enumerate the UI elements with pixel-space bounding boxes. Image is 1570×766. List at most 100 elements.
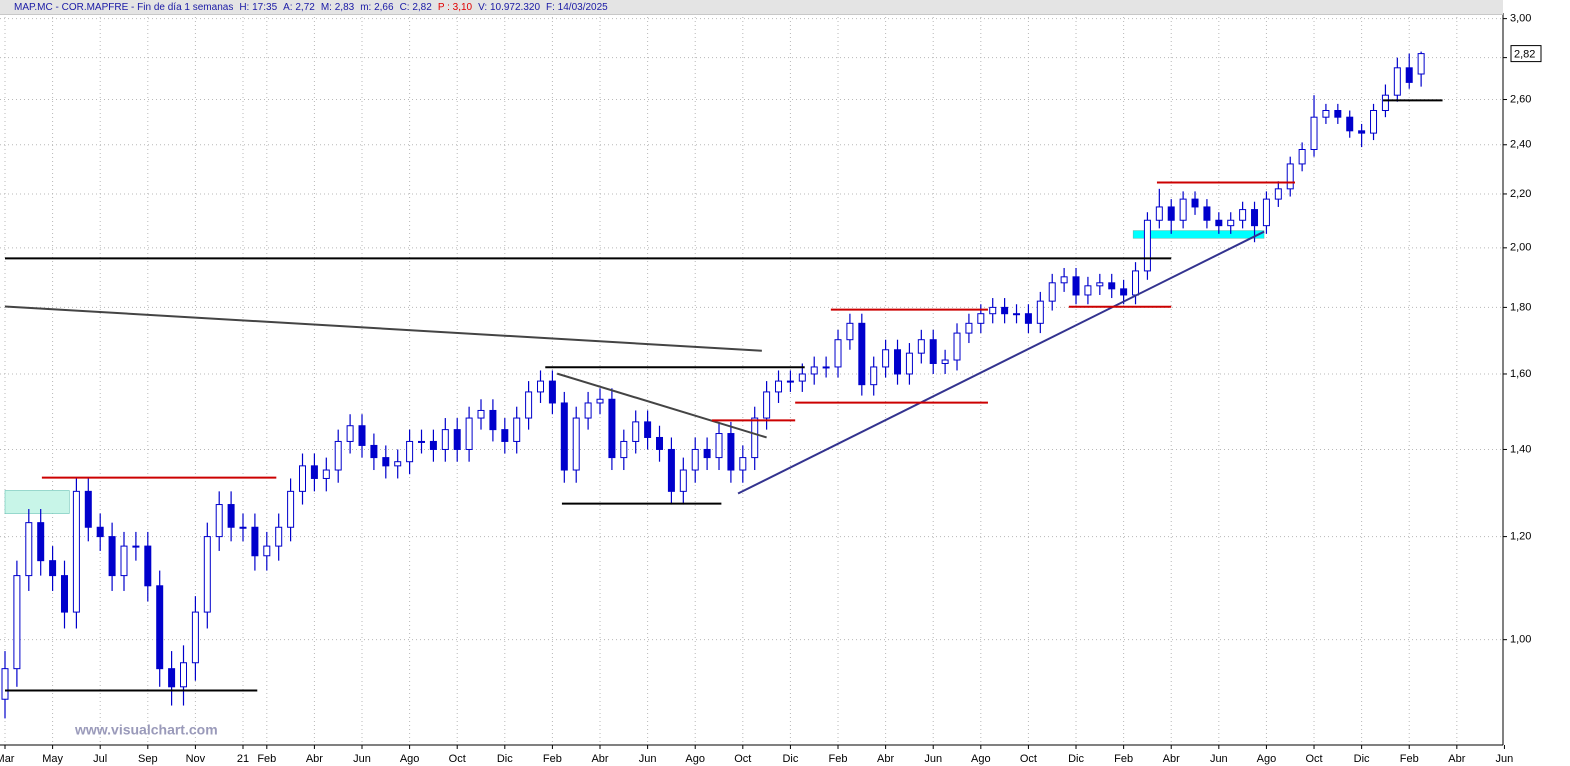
candle-body [810, 366, 818, 375]
candle-body [1405, 67, 1413, 83]
x-tick-label: Oct [1020, 753, 1037, 765]
candle-body [667, 448, 675, 492]
x-tick-label: Oct [734, 753, 751, 765]
candle-body [1251, 209, 1259, 227]
trend-line [4, 305, 762, 352]
x-tick-label: Ago [400, 753, 420, 765]
y-tick-label: 1,00 [1510, 634, 1531, 646]
y-tick-label: 1,80 [1510, 301, 1531, 313]
candle-body [525, 391, 533, 419]
x-tick-label: Abr [877, 753, 894, 765]
candle-body [1132, 270, 1140, 296]
candle-body [13, 575, 21, 670]
candle-body [953, 332, 961, 361]
candle-body [37, 522, 45, 562]
candle-body [322, 469, 330, 479]
header-item: F: 14/03/2025 [546, 2, 608, 13]
candle-body [608, 398, 616, 459]
x-tick-label: Abr [306, 753, 323, 765]
x-tick-label: Abr [1163, 753, 1180, 765]
candle-body [275, 526, 283, 547]
candle-body [203, 536, 211, 613]
candle-body [227, 504, 235, 528]
x-tick-label: Oct [1305, 753, 1322, 765]
candle-body [1322, 109, 1330, 118]
candle-body [632, 421, 640, 442]
candle-body [775, 380, 783, 393]
watermark: www.visualchart.com [74, 722, 218, 738]
x-tick-label: Feb [543, 753, 562, 765]
candle-body [489, 409, 497, 431]
x-tick-label: Abr [591, 753, 608, 765]
candle-body [1370, 109, 1378, 134]
x-tick-label: 21 [237, 753, 249, 765]
candle-body [644, 421, 652, 438]
candle-body [263, 545, 271, 557]
candle-body [905, 352, 913, 375]
candle-body [1286, 163, 1294, 190]
candle-body [239, 526, 247, 529]
candle-body [882, 349, 890, 368]
x-tick-label: Nov [186, 753, 206, 765]
candle-body [1036, 300, 1044, 324]
x-tick-label: Feb [1114, 753, 1133, 765]
candle-body [287, 490, 295, 528]
candle-body [1393, 67, 1401, 96]
candle-body [370, 444, 378, 459]
candle-body [1358, 130, 1366, 134]
header-item: H: 17:35 [239, 2, 278, 13]
candle-body [1191, 198, 1199, 208]
header-item: MAP.MC - COR.MAPFRE - Fin de día 1 seman… [14, 2, 234, 13]
header-item: M: 2,83 [320, 2, 355, 13]
candle-body [977, 313, 985, 324]
candle-body [1096, 282, 1104, 287]
x-tick-label: Sep [138, 753, 158, 765]
candle-body [1084, 285, 1092, 296]
candle-body [251, 526, 259, 557]
y-tick-label: 2,40 [1510, 139, 1531, 151]
candle-body [1013, 313, 1021, 316]
candle-body [108, 536, 116, 577]
trend-line [737, 230, 1265, 495]
candle-body [715, 433, 723, 459]
candle-body [1203, 206, 1211, 221]
candle-body [894, 349, 902, 375]
x-tick-label: Jun [1496, 753, 1514, 765]
candle-body [763, 391, 771, 419]
candle-body [1274, 188, 1282, 200]
candle-body [703, 448, 711, 459]
trend-line [556, 372, 767, 439]
x-tick-label: Jun [924, 753, 942, 765]
candle-body [1334, 109, 1342, 118]
candle-body [60, 575, 68, 613]
x-tick-label: Feb [257, 753, 276, 765]
candle-body [965, 322, 973, 334]
candle-body [132, 545, 140, 548]
y-tick-label: 2,60 [1510, 93, 1531, 105]
x-tick-label: Jun [1210, 753, 1228, 765]
candle-body [394, 461, 402, 467]
candle-body [310, 465, 318, 479]
x-tick-label: Jun [639, 753, 657, 765]
candle-body [596, 398, 604, 404]
candle-body [1227, 219, 1235, 227]
candle-body [429, 440, 437, 450]
candle-body [870, 366, 878, 386]
x-tick-label: Dic [1354, 753, 1370, 765]
candle-body [1346, 116, 1354, 132]
x-tick-label: Oct [449, 753, 466, 765]
y-tick-label: 1,20 [1510, 531, 1531, 543]
candle-body [501, 429, 509, 442]
candle-body [215, 504, 223, 538]
candle-body [477, 409, 485, 419]
candle-body [346, 425, 354, 442]
header-item: V: 10.972.320 [478, 2, 541, 13]
candle-body [846, 322, 854, 341]
candle-body [679, 469, 687, 492]
candle-body [917, 339, 925, 354]
candle-body [84, 490, 92, 528]
candle-body [1, 668, 9, 700]
x-tick-label: Dic [782, 753, 798, 765]
candle-body [858, 322, 866, 386]
